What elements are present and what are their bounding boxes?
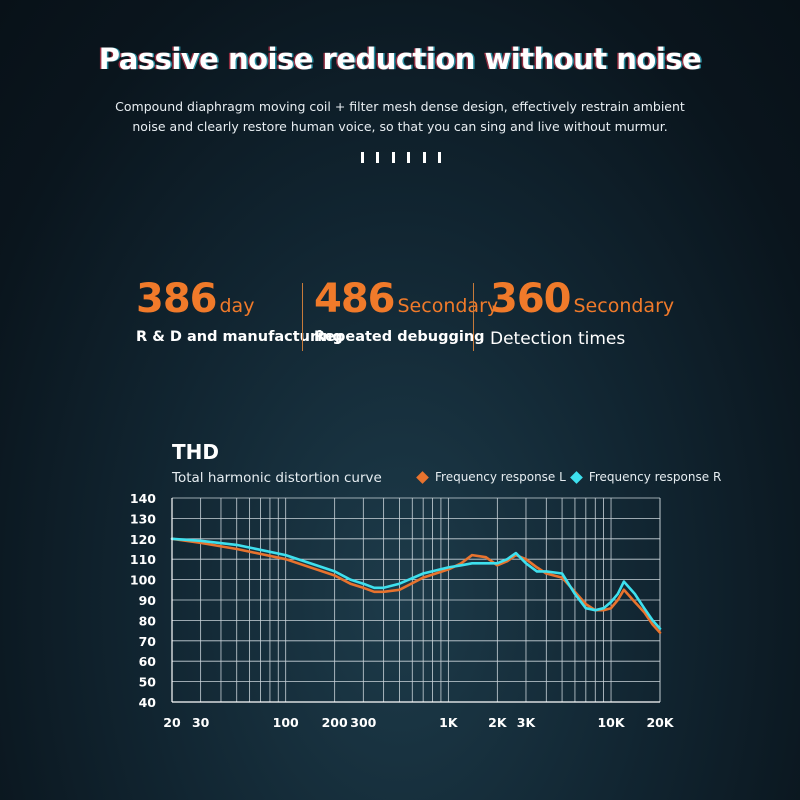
chart-legend: Frequency response L Frequency response … [416,470,722,484]
y-tick-label: 100 [130,573,156,588]
headline: Passive noise reduction without noise [98,42,702,76]
tick-mark [437,152,441,163]
legend-label-l: Frequency response L [435,470,566,484]
stat-unit: day [219,295,255,317]
decorative-ticks [361,152,441,164]
stat-number: 486 [314,276,395,322]
chart-title: THD [172,440,219,464]
stat-rd-days: 386 day R & D and manufacturing [136,275,343,345]
x-tick-label: 2K [488,715,508,730]
chart-grid [171,497,661,703]
x-tick-label: 1K [439,715,459,730]
stat-label: Repeated debugging [314,329,485,345]
y-tick-label: 50 [139,675,157,690]
y-tick-label: 40 [139,695,157,710]
y-tick-label: 120 [130,532,156,547]
tick-mark [391,152,395,163]
stat-divider [302,283,303,351]
legend-label-r: Frequency response R [588,470,722,484]
y-tick-label: 60 [139,654,157,669]
description-line-2: noise and clearly restore human voice, s… [132,119,668,134]
x-tick-label: 200 [322,715,348,730]
x-tick-label: 100 [273,715,299,730]
stat-divider [473,283,474,351]
y-tick-label: 80 [139,613,157,628]
stat-number: 360 [490,276,571,322]
stat-detection: 360 Secondary Detection times [490,275,674,349]
series-line-l [170,537,662,634]
description: Compound diaphragm moving coil + filter … [100,97,700,137]
tick-mark [422,152,426,163]
stat-unit: Secondary [397,295,499,317]
legend-item-l: Frequency response L [416,470,566,484]
y-tick-label: 130 [130,511,156,526]
stat-label: R & D and manufacturing [136,329,343,345]
stat-number: 386 [136,276,217,322]
x-tick-label: 20K [646,715,674,730]
y-tick-label: 140 [130,491,156,506]
x-tick-label: 10K [597,715,625,730]
stat-debugging: 486 Secondary Repeated debugging [314,275,498,345]
tick-mark [376,152,380,163]
chart-subtitle: Total harmonic distortion curve [172,470,382,486]
y-tick-label: 90 [139,593,157,608]
chart-series [170,537,662,634]
tick-mark [361,152,364,163]
series-line-r [170,537,662,630]
x-tick-label: 20 [163,715,181,730]
chart-axes: 140 130 120 110 100 90 80 70 60 50 40 20 30 100 200 300… [130,491,675,730]
y-tick-label: 70 [139,634,157,649]
stat-unit: Secondary [573,295,675,317]
stat-label: Detection times [490,329,626,349]
tick-mark [407,152,411,163]
legend-item-r: Frequency response R [569,470,722,484]
x-tick-label: 300 [350,715,376,730]
description-line-1: Compound diaphragm moving coil + filter … [115,99,685,114]
stats-row: 386 day R & D and manufacturing 486 Second… [0,275,800,365]
x-tick-label: 3K [517,715,537,730]
x-tick-label: 30 [192,715,210,730]
y-tick-label: 110 [130,552,156,567]
